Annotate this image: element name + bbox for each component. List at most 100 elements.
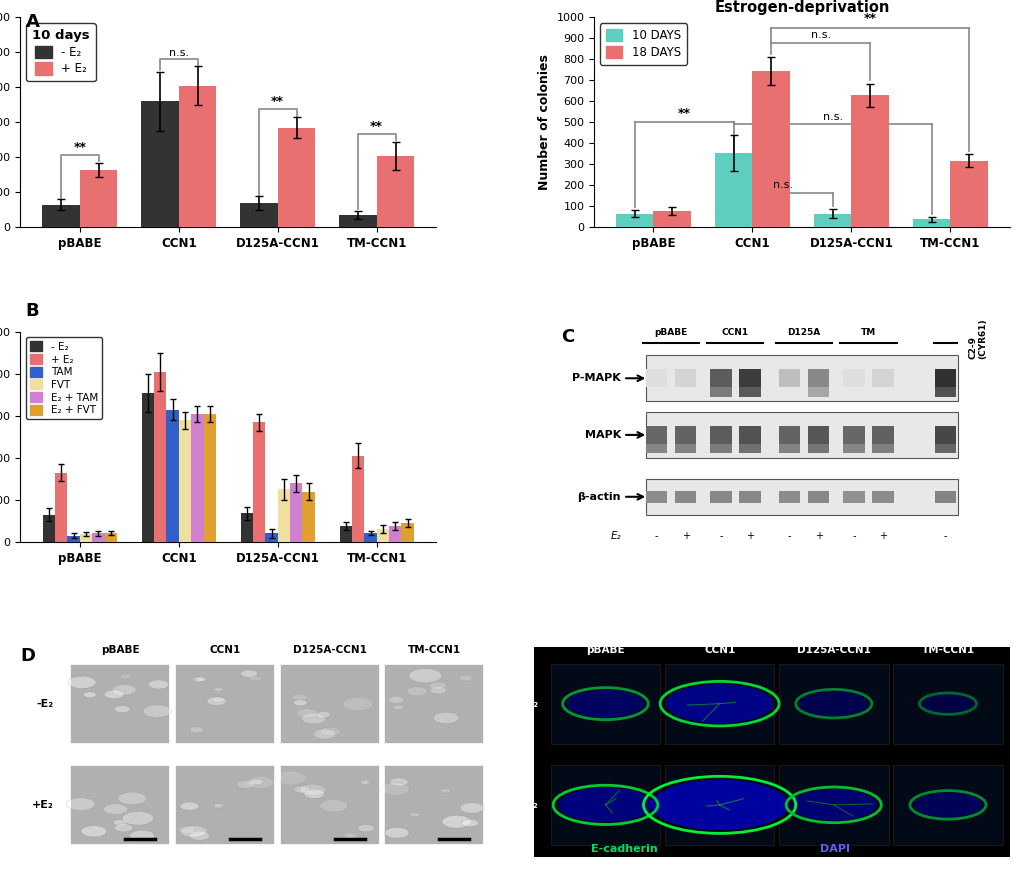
Circle shape bbox=[247, 776, 273, 788]
FancyBboxPatch shape bbox=[779, 663, 888, 744]
FancyBboxPatch shape bbox=[279, 765, 379, 845]
Circle shape bbox=[250, 779, 263, 785]
Bar bbox=[615, 213, 653, 227]
Text: n.s.: n.s. bbox=[821, 112, 842, 122]
FancyBboxPatch shape bbox=[709, 370, 731, 387]
Bar bbox=[240, 513, 253, 542]
FancyBboxPatch shape bbox=[807, 427, 828, 444]
Circle shape bbox=[380, 783, 409, 795]
Text: CCN1: CCN1 bbox=[703, 645, 735, 656]
FancyBboxPatch shape bbox=[807, 370, 828, 387]
Bar bbox=[79, 170, 117, 227]
Ellipse shape bbox=[790, 789, 875, 821]
Circle shape bbox=[316, 711, 330, 718]
Bar bbox=[364, 532, 376, 542]
Text: B: B bbox=[25, 302, 39, 320]
Circle shape bbox=[196, 677, 206, 682]
Bar bbox=[178, 420, 191, 542]
Text: +: + bbox=[814, 531, 821, 541]
Bar bbox=[388, 526, 401, 542]
FancyBboxPatch shape bbox=[843, 490, 864, 503]
FancyBboxPatch shape bbox=[645, 355, 957, 401]
FancyBboxPatch shape bbox=[709, 490, 731, 503]
Circle shape bbox=[112, 684, 136, 695]
Circle shape bbox=[388, 697, 404, 704]
Text: +E₂: +E₂ bbox=[32, 800, 54, 810]
FancyBboxPatch shape bbox=[645, 444, 666, 454]
Circle shape bbox=[249, 676, 261, 681]
Circle shape bbox=[212, 697, 224, 703]
Circle shape bbox=[66, 798, 95, 810]
Circle shape bbox=[129, 830, 154, 841]
FancyBboxPatch shape bbox=[777, 427, 800, 444]
Circle shape bbox=[213, 803, 223, 808]
FancyBboxPatch shape bbox=[550, 663, 659, 744]
Circle shape bbox=[180, 826, 207, 837]
Circle shape bbox=[293, 700, 307, 706]
Circle shape bbox=[459, 676, 472, 681]
Ellipse shape bbox=[799, 691, 867, 716]
FancyBboxPatch shape bbox=[550, 765, 659, 845]
FancyBboxPatch shape bbox=[664, 663, 773, 744]
Circle shape bbox=[81, 826, 107, 837]
Circle shape bbox=[460, 802, 484, 813]
Circle shape bbox=[320, 727, 339, 736]
FancyBboxPatch shape bbox=[709, 444, 731, 454]
Text: -: - bbox=[851, 531, 855, 541]
Ellipse shape bbox=[557, 787, 652, 822]
Circle shape bbox=[300, 784, 325, 795]
Bar bbox=[714, 153, 752, 227]
FancyBboxPatch shape bbox=[779, 765, 888, 845]
Ellipse shape bbox=[650, 780, 788, 830]
Text: pBABE: pBABE bbox=[586, 645, 625, 656]
FancyBboxPatch shape bbox=[645, 490, 666, 503]
FancyBboxPatch shape bbox=[843, 444, 864, 454]
Circle shape bbox=[358, 824, 374, 832]
Circle shape bbox=[389, 778, 408, 786]
Text: C2-9
(CYR61): C2-9 (CYR61) bbox=[967, 319, 986, 359]
Text: D125A-CCN1: D125A-CCN1 bbox=[292, 645, 366, 656]
Bar bbox=[142, 393, 154, 542]
Circle shape bbox=[293, 786, 310, 793]
Text: n.s.: n.s. bbox=[810, 30, 830, 40]
FancyBboxPatch shape bbox=[709, 427, 731, 444]
FancyBboxPatch shape bbox=[739, 490, 760, 503]
FancyBboxPatch shape bbox=[739, 370, 760, 387]
Bar bbox=[92, 533, 104, 542]
Circle shape bbox=[275, 771, 306, 785]
Circle shape bbox=[113, 820, 127, 826]
Circle shape bbox=[84, 692, 96, 697]
FancyBboxPatch shape bbox=[175, 663, 274, 744]
FancyBboxPatch shape bbox=[645, 427, 666, 444]
Circle shape bbox=[440, 788, 450, 793]
FancyBboxPatch shape bbox=[871, 427, 893, 444]
Bar bbox=[178, 86, 216, 227]
FancyBboxPatch shape bbox=[70, 663, 170, 744]
FancyBboxPatch shape bbox=[384, 663, 484, 744]
Bar bbox=[166, 410, 178, 542]
Bar bbox=[55, 473, 67, 542]
FancyBboxPatch shape bbox=[175, 765, 274, 845]
FancyBboxPatch shape bbox=[893, 765, 1002, 845]
FancyBboxPatch shape bbox=[645, 479, 957, 515]
Legend: - E₂, + E₂, TAM, FVT, E₂ + TAM, E₂ + FVT: - E₂, + E₂, TAM, FVT, E₂ + TAM, E₂ + FVT bbox=[25, 337, 102, 420]
Bar bbox=[401, 523, 414, 542]
Circle shape bbox=[148, 680, 168, 689]
Circle shape bbox=[193, 676, 204, 682]
Bar bbox=[141, 101, 178, 227]
Bar bbox=[204, 414, 216, 542]
Bar bbox=[376, 530, 388, 542]
FancyBboxPatch shape bbox=[933, 444, 955, 454]
Text: TM-CCN1: TM-CCN1 bbox=[408, 645, 461, 656]
Circle shape bbox=[207, 697, 226, 705]
FancyBboxPatch shape bbox=[777, 370, 800, 387]
Circle shape bbox=[410, 813, 419, 817]
Circle shape bbox=[114, 824, 132, 832]
FancyBboxPatch shape bbox=[664, 765, 773, 845]
Text: pBABE: pBABE bbox=[101, 645, 140, 656]
FancyBboxPatch shape bbox=[643, 343, 1005, 536]
Text: **: ** bbox=[271, 95, 284, 108]
FancyBboxPatch shape bbox=[739, 444, 760, 454]
Text: n.s.: n.s. bbox=[168, 47, 189, 58]
Ellipse shape bbox=[665, 684, 772, 724]
